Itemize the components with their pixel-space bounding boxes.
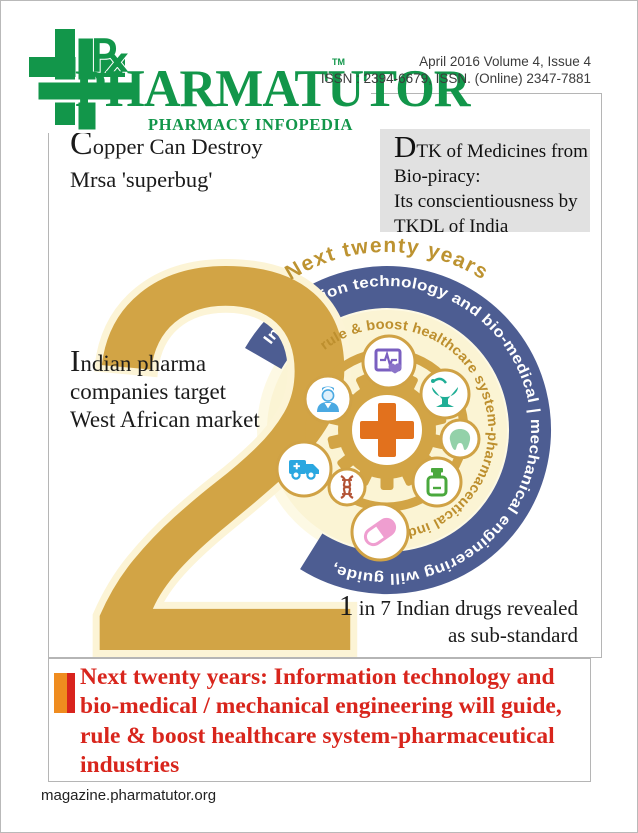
story-indian: Indian pharma companies target West Afri…	[70, 345, 260, 434]
cover-illustration-box: Information technology and bio-medical |…	[48, 93, 602, 658]
story-indian-initial: I	[70, 343, 81, 378]
story-indian-line1: ndian pharma	[80, 351, 207, 376]
pharmacy-cross-logo: ℞	[29, 29, 139, 133]
icon-bubbles	[275, 334, 481, 562]
headline-line-1: Next twenty years: Information technolog…	[80, 664, 555, 690]
ecg-monitor-icon	[361, 334, 417, 390]
capsule-icon	[350, 502, 410, 562]
masthead: ℞ PHARMATUTOR TM PHARMACY INFOPEDIA	[29, 27, 471, 134]
issue-date: April 2016 Volume 4, Issue 4	[419, 54, 591, 69]
dna-icon	[327, 467, 367, 507]
issn-numbers: ISSN : 2394-6679, ISSN. (Online) 2347-78…	[320, 71, 591, 86]
story-drugs-line1: in 7 Indian drugs revealed	[353, 596, 578, 620]
main-headline: Next twenty years: Information technolog…	[80, 663, 585, 780]
magazine-url: magazine.pharmatutor.org	[41, 787, 217, 804]
story-copper: Copper Can Destroy Mrsa 'superbug'	[70, 127, 263, 196]
doctor-icon	[303, 374, 353, 424]
main-headline-box: Next twenty years: Information technolog…	[48, 658, 591, 782]
trademark-mark: TM	[332, 57, 345, 67]
headline-accent-bar-red	[67, 673, 75, 713]
ambulance-icon	[275, 440, 333, 498]
headline-accent-bar-orange	[54, 673, 67, 713]
issue-info: April 2016 Volume 4, Issue 4 ISSN : 2394…	[321, 53, 591, 87]
story-copper-initial: C	[70, 125, 93, 162]
story-copper-line1: opper Can Destroy	[92, 134, 263, 159]
headline-line-3: rule & boost healthcare system-pharmaceu…	[80, 722, 555, 749]
logo-tagline: PHARMACY INFOPEDIA	[148, 115, 353, 134]
numeral-two: 2	[72, 212, 378, 658]
story-drugs-initial: 1	[338, 590, 354, 622]
medical-cross-icon	[360, 403, 414, 457]
twenty-years-infographic: Information technology and bio-medical |…	[65, 212, 552, 658]
logo-wordmark: PHARMATUTOR	[75, 60, 471, 118]
story-copper-line2: Mrsa 'superbug'	[70, 167, 213, 192]
story-indian-line2: companies target	[70, 379, 227, 404]
rx-icon: ℞	[91, 32, 130, 81]
story-dtk-initial: D	[394, 129, 417, 164]
story-dtk-line3: Its conscientiousness by	[394, 191, 578, 212]
medicine-bottle-icon	[411, 456, 463, 508]
story-dtk-box: DTK of Medicines from Bio-piracy: Its co…	[380, 129, 590, 237]
tooth-icon	[439, 418, 481, 460]
story-indian-line3: West African market	[70, 407, 260, 432]
navy-ring	[245, 266, 552, 595]
bowl-of-hygeia-icon	[419, 368, 471, 420]
story-drugs: 1 in 7 Indian drugs revealed as sub-stan…	[339, 592, 578, 649]
story-dtk-line2: Bio-piracy:	[394, 166, 481, 187]
headline-line-4: industries	[80, 751, 180, 778]
headline-line-2: bio-medical / mechanical engineering wil…	[80, 693, 562, 720]
story-drugs-line2: as sub-standard	[447, 623, 578, 647]
story-dtk-line1: TK of Medicines from	[416, 141, 588, 162]
story-dtk-line4: TKDL of India	[394, 216, 509, 237]
